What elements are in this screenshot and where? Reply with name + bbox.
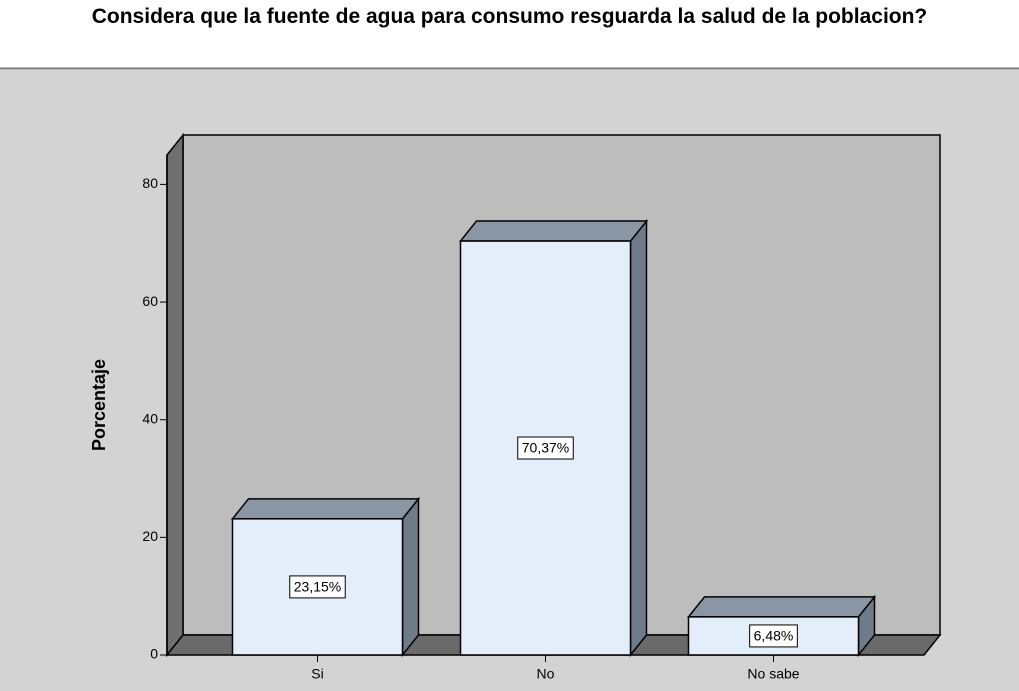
value-label-box	[517, 436, 574, 460]
y-axis-label: Porcentaje	[89, 359, 109, 451]
bar-side	[629, 218, 648, 658]
left-wall	[166, 132, 184, 658]
y-tick-label: 20	[142, 528, 158, 544]
bar-top	[458, 220, 649, 242]
chart-title: Considera que la fuente de agua para con…	[91, 5, 928, 28]
bar-side	[401, 496, 420, 658]
bar	[459, 240, 632, 656]
y-tick-label: 40	[142, 410, 158, 426]
bar-top	[230, 498, 421, 520]
value-label-box	[749, 624, 798, 648]
bar-top	[686, 596, 877, 618]
value-label: 23,15%	[294, 579, 341, 595]
x-tick-label: No	[537, 666, 555, 682]
value-label-box	[289, 575, 346, 599]
x-tick-label: Si	[311, 666, 323, 682]
x-tick-label: No sabe	[747, 666, 799, 682]
y-tick-label: 60	[142, 293, 158, 309]
value-label: 6,48%	[754, 628, 794, 644]
y-tick-label: 0	[150, 646, 158, 662]
y-tick-label: 80	[142, 175, 158, 191]
value-label: 70,37%	[522, 440, 569, 456]
